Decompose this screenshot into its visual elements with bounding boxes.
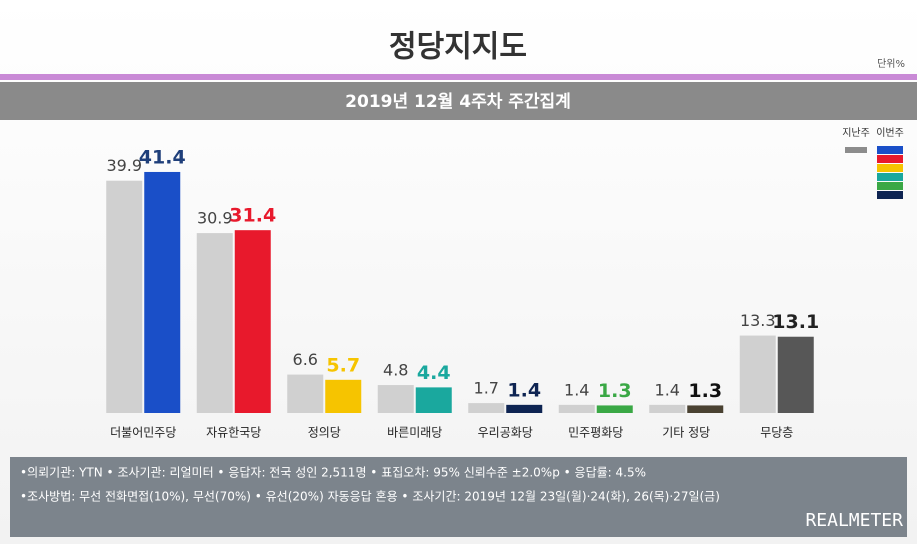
bar xyxy=(234,230,271,413)
x-tick-label: 민주평화당 xyxy=(568,426,623,440)
bar xyxy=(106,180,143,413)
subtitle-banner xyxy=(0,82,917,120)
value-label: 1.4 xyxy=(507,379,541,401)
value-label: 1.7 xyxy=(474,379,499,398)
bar xyxy=(144,171,181,413)
legend-swatch xyxy=(845,147,867,153)
value-label: 41.4 xyxy=(139,146,186,168)
value-label: 39.9 xyxy=(106,156,142,175)
bar xyxy=(687,405,724,413)
legend-label: 지난주 xyxy=(842,127,870,139)
x-tick-label: 정의당 xyxy=(308,426,341,440)
x-tick-label: 무당층 xyxy=(760,426,793,440)
footer-note: •의뢰기관: YTN • 조사기관: 리얼미터 • 응답자: 전국 성인 2,5… xyxy=(20,466,646,480)
bar xyxy=(596,405,633,413)
value-label: 4.4 xyxy=(417,362,451,384)
bar xyxy=(377,385,414,413)
x-tick-label: 우리공화당 xyxy=(478,426,533,440)
value-label: 6.6 xyxy=(293,350,318,369)
footer-note: •조사방법: 무선 전화면접(10%), 무선(70%) • 유선(20%) 자… xyxy=(20,490,720,504)
bar xyxy=(468,403,505,413)
legend-swatch xyxy=(877,155,903,163)
chart-title: 정당지지도 xyxy=(389,30,527,65)
x-tick-label: 더불어민주당 xyxy=(110,426,176,440)
x-tick-label: 자유한국당 xyxy=(206,426,261,440)
legend-swatch xyxy=(877,164,903,172)
bar xyxy=(777,336,814,413)
accent-line xyxy=(0,74,917,80)
unit-label: 단위% xyxy=(877,57,905,70)
bar xyxy=(506,404,543,413)
value-label: 13.1 xyxy=(772,311,819,333)
value-label: 1.4 xyxy=(655,380,680,399)
legend-label: 이번주 xyxy=(876,127,904,139)
x-tick-label: 바른미래당 xyxy=(387,426,442,440)
x-tick-label: 기타 정당 xyxy=(662,426,710,440)
footer-box xyxy=(10,457,907,537)
bar xyxy=(649,404,686,413)
value-label: 1.4 xyxy=(564,380,589,399)
bar xyxy=(415,387,452,413)
value-label: 5.7 xyxy=(326,354,360,376)
value-label: 1.3 xyxy=(688,380,722,402)
brand-logo: REALMETER xyxy=(805,510,903,531)
legend-swatch xyxy=(877,182,903,190)
bar xyxy=(739,335,776,413)
bar xyxy=(196,233,233,413)
value-label: 13.3 xyxy=(740,311,776,330)
legend-swatch xyxy=(877,191,903,199)
value-label: 31.4 xyxy=(229,205,276,227)
value-label: 4.8 xyxy=(383,361,408,380)
bar xyxy=(287,374,324,413)
legend-swatch xyxy=(877,146,903,154)
value-label: 30.9 xyxy=(197,209,233,228)
chart-subtitle: 2019년 12월 4주차 주간집계 xyxy=(345,92,571,112)
legend-swatch xyxy=(877,173,903,181)
bar xyxy=(558,404,595,413)
value-label: 1.3 xyxy=(598,380,632,402)
bar xyxy=(325,379,362,413)
